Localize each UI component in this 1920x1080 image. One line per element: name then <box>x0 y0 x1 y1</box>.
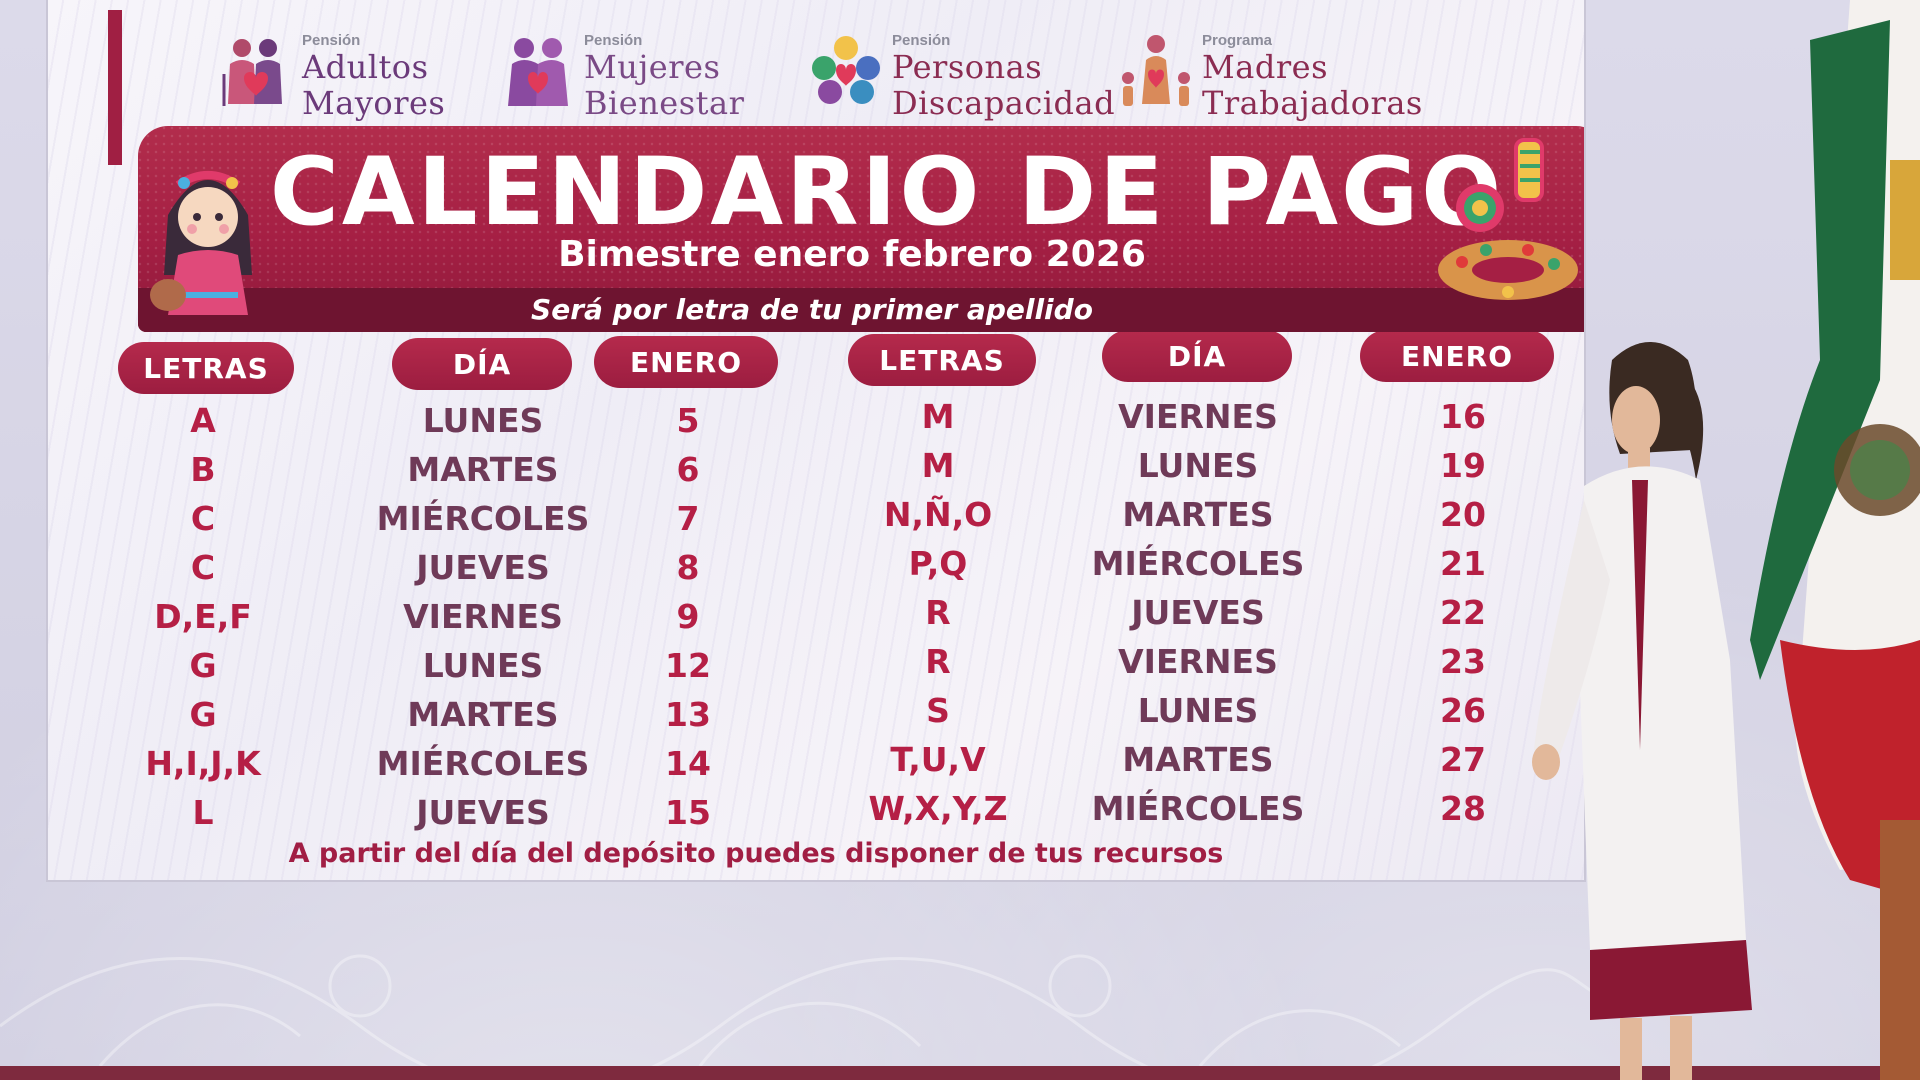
table-cell-day: MIÉRCOLES <box>376 744 590 783</box>
program-name-line2: Trabajadoras <box>1202 84 1423 122</box>
table-cell-date: 14 <box>665 744 711 783</box>
table-cell-letters: G <box>189 695 217 734</box>
table-cell-letters: C <box>190 499 216 538</box>
table-cell-letters: G <box>189 646 217 685</box>
table-cell-day: LUNES <box>422 646 544 685</box>
floor-band <box>0 1066 1920 1080</box>
table-cell-day: LUNES <box>1137 446 1259 485</box>
table-cell-letters: M <box>921 446 955 485</box>
footer-note: A partir del día del depósito puedes dis… <box>288 838 1224 869</box>
doll-icon <box>150 171 252 315</box>
table-cell-day: VIERNES <box>1118 397 1278 436</box>
table-cell-day: MIÉRCOLES <box>1091 544 1305 583</box>
elderly-couple-icon <box>222 39 282 106</box>
column-day-right: VIERNES LUNES MARTES MIÉRCOLES JUEVES VI… <box>1078 392 1318 833</box>
table-cell-letters: R <box>925 593 951 632</box>
table-cell-date: 7 <box>676 499 700 538</box>
table-cell-day: VIERNES <box>403 597 563 636</box>
accent-bar <box>108 10 122 165</box>
table-cell-day: MARTES <box>1122 740 1274 779</box>
table-cell-day: MIÉRCOLES <box>1091 789 1305 828</box>
column-date-right: 16 19 20 21 22 23 26 27 28 <box>1388 392 1538 833</box>
page-title: CALENDARIO DE PAGO <box>269 138 1505 247</box>
schedule-table: LETRAS DÍA ENERO LETRAS DÍA ENERO A B C … <box>48 330 1584 850</box>
table-cell-letters: N,Ñ,O <box>883 495 993 534</box>
table-cell-letters: W,X,Y,Z <box>868 789 1008 828</box>
table-cell-date: 23 <box>1440 642 1486 681</box>
table-cell-date: 13 <box>665 695 711 734</box>
table-cell-date: 5 <box>676 401 700 440</box>
header-month-right: ENERO <box>1360 330 1554 382</box>
table-cell-date: 16 <box>1440 397 1486 436</box>
table-cell-date: 21 <box>1440 544 1486 583</box>
header-day-right: DÍA <box>1102 330 1292 382</box>
header-letters-left: LETRAS <box>118 342 294 394</box>
title-banner: CALENDARIO DE PAGO Bimestre enero febrer… <box>138 126 1584 332</box>
women-icon <box>508 38 568 106</box>
table-cell-day: JUEVES <box>416 548 550 587</box>
table-cell-day: MIÉRCOLES <box>376 499 590 538</box>
table-cell-letters: L <box>192 793 214 832</box>
table-cell-date: 28 <box>1440 789 1486 828</box>
program-name-line1: Madres <box>1202 48 1328 86</box>
table-cell-letters: D,E,F <box>154 597 252 636</box>
table-cell-day: LUNES <box>422 401 544 440</box>
mother-children-icon <box>1122 35 1190 106</box>
program-name-line1: Adultos <box>302 48 429 86</box>
table-cell-date: 15 <box>665 793 711 832</box>
table-cell-date: 22 <box>1440 593 1486 632</box>
note-band <box>138 288 1584 332</box>
program-kind: Pensión <box>584 32 643 49</box>
program-name-line2: Mayores <box>302 84 446 122</box>
header-day-left: DÍA <box>392 338 572 390</box>
table-cell-date: 8 <box>676 548 700 587</box>
program-name-line2: Bienestar <box>584 84 745 122</box>
table-cell-letters: B <box>190 450 216 489</box>
table-cell-letters: H,I,J,K <box>145 744 261 783</box>
program-kind: Pensión <box>892 32 951 49</box>
column-date-left: 5 6 7 8 9 12 13 14 15 <box>618 396 758 837</box>
disability-icon <box>812 36 880 104</box>
column-letters-left: A B C C D,E,F G G H,I,J,K L <box>108 396 298 837</box>
column-day-left: LUNES MARTES MIÉRCOLES JUEVES VIERNES LU… <box>368 396 598 837</box>
table-cell-letters: R <box>925 642 951 681</box>
table-cell-date: 20 <box>1440 495 1486 534</box>
table-cell-day: JUEVES <box>416 793 550 832</box>
program-kind: Programa <box>1202 32 1273 49</box>
table-cell-day: MARTES <box>407 695 559 734</box>
table-cell-letters: T,U,V <box>890 740 986 779</box>
table-cell-date: 19 <box>1440 446 1486 485</box>
table-cell-letters: C <box>190 548 216 587</box>
column-letters-right: M M N,Ñ,O P,Q R R S T,U,V W,X,Y,Z <box>838 392 1038 833</box>
floral-pattern <box>0 954 1600 1066</box>
program-kind: Pensión <box>302 32 361 49</box>
table-cell-day: MARTES <box>407 450 559 489</box>
presentation-screen: Pensión Adultos Mayores Pensión Mujeres … <box>48 0 1584 880</box>
table-cell-letters: S <box>926 691 950 730</box>
table-cell-date: 27 <box>1440 740 1486 779</box>
table-cell-day: LUNES <box>1137 691 1259 730</box>
table-cell-letters: P,Q <box>908 544 968 583</box>
mexican-flag-icon <box>1750 0 1920 1080</box>
period-subtitle: Bimestre enero febrero 2026 <box>558 234 1146 275</box>
table-cell-date: 12 <box>665 646 711 685</box>
program-name-line1: Personas <box>892 48 1043 86</box>
presenter-figure <box>1532 342 1752 1080</box>
table-cell-date: 9 <box>676 597 700 636</box>
program-name-line2: Discapacidad <box>892 84 1116 122</box>
table-cell-date: 6 <box>676 450 700 489</box>
header-letters-right: LETRAS <box>848 334 1036 386</box>
program-name-line1: Mujeres <box>584 48 721 86</box>
rosca-de-reyes-icon <box>1438 138 1578 300</box>
table-cell-day: VIERNES <box>1118 642 1278 681</box>
table-cell-date: 26 <box>1440 691 1486 730</box>
programs-row: Pensión Adultos Mayores Pensión Mujeres … <box>208 12 1548 132</box>
header-month-left: ENERO <box>594 336 778 388</box>
table-cell-letters: A <box>190 401 216 440</box>
table-cell-letters: M <box>921 397 955 436</box>
table-cell-day: JUEVES <box>1131 593 1265 632</box>
banner-note: Será por letra de tu primer apellido <box>531 293 1093 326</box>
table-cell-day: MARTES <box>1122 495 1274 534</box>
